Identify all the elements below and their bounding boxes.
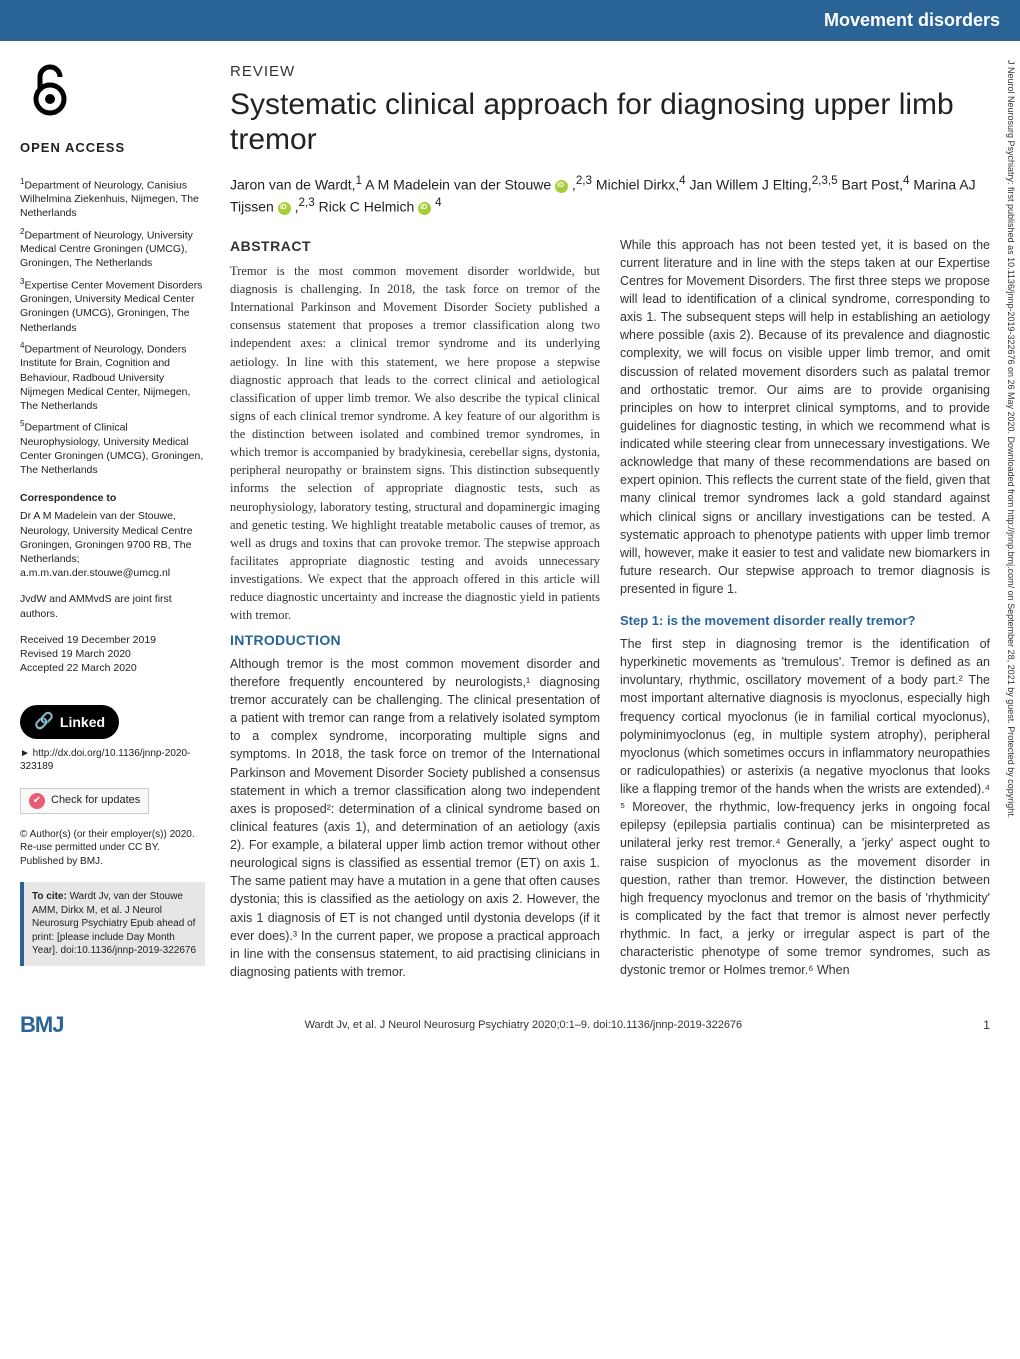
link-icon: 🔗 bbox=[34, 711, 54, 733]
main-column: REVIEW Systematic clinical approach for … bbox=[220, 61, 990, 981]
affiliations: 1Department of Neurology, Canisius Wilhe… bbox=[20, 177, 205, 478]
step1-heading: Step 1: is the movement disorder really … bbox=[620, 612, 990, 631]
body-columns: ABSTRACT Tremor is the most common movem… bbox=[230, 236, 990, 981]
affiliation-2: 2Department of Neurology, University Med… bbox=[20, 227, 205, 271]
linked-section: 🔗 Linked ► http://dx.doi.org/10.1136/jnn… bbox=[20, 705, 205, 774]
correspondence-text: Dr A M Madelein van der Stouwe, Neurolog… bbox=[20, 509, 205, 580]
orcid-icon[interactable] bbox=[278, 202, 291, 215]
introduction-heading: INTRODUCTION bbox=[230, 630, 600, 650]
affiliation-1: 1Department of Neurology, Canisius Wilhe… bbox=[20, 177, 205, 221]
openaccess-icon bbox=[20, 61, 205, 139]
step1-paragraph: The first step in diagnosing tremor is t… bbox=[620, 635, 990, 979]
affiliation-3: 3Expertise Center Movement Disorders Gro… bbox=[20, 277, 205, 335]
section-label: Movement disorders bbox=[824, 10, 1000, 30]
linked-badge: 🔗 Linked bbox=[20, 705, 119, 739]
section-header: Movement disorders bbox=[0, 0, 1020, 41]
download-notice: J Neurol Neurosurg Psychiatry: first pub… bbox=[998, 60, 1016, 1260]
footer-citation: Wardt Jv, et al. J Neurol Neurosurg Psyc… bbox=[305, 1018, 743, 1033]
correspondence-title: Correspondence to bbox=[20, 491, 205, 505]
openaccess-label: OPEN ACCESS bbox=[20, 140, 125, 155]
bookmark-icon: ✔ bbox=[29, 793, 45, 809]
linked-reference[interactable]: ► http://dx.doi.org/10.1136/jnnp-2020-32… bbox=[20, 747, 205, 774]
check-updates-label: Check for updates bbox=[51, 793, 140, 808]
citation-box: To cite: Wardt Jv, van der Stouwe AMM, D… bbox=[20, 882, 205, 966]
date-accepted: Accepted 22 March 2020 bbox=[20, 661, 205, 675]
author-list: Jaron van de Wardt,1 A M Madelein van de… bbox=[230, 173, 990, 218]
citebox-lead: To cite: bbox=[32, 891, 67, 902]
joint-authors-note: JvdW and AMMvdS are joint first authors. bbox=[20, 592, 205, 620]
correspondence-block: Correspondence to Dr A M Madelein van de… bbox=[20, 491, 205, 580]
affiliation-5: 5Department of Clinical Neurophysiology,… bbox=[20, 419, 205, 477]
date-revised: Revised 19 March 2020 bbox=[20, 647, 205, 661]
date-received: Received 19 December 2019 bbox=[20, 633, 205, 647]
affiliation-4: 4Department of Neurology, Donders Instit… bbox=[20, 341, 205, 413]
dates-block: Received 19 December 2019 Revised 19 Mar… bbox=[20, 633, 205, 676]
licence-text: © Author(s) (or their employer(s)) 2020.… bbox=[20, 828, 205, 869]
article-type: REVIEW bbox=[230, 61, 990, 82]
linked-label: Linked bbox=[60, 713, 105, 732]
left-column: OPEN ACCESS 1Department of Neurology, Ca… bbox=[20, 61, 220, 981]
abstract-heading: ABSTRACT bbox=[230, 236, 600, 256]
publisher-logo: BMJ bbox=[20, 1010, 63, 1041]
article-title: Systematic clinical approach for diagnos… bbox=[230, 88, 990, 157]
page-footer: BMJ Wardt Jv, et al. J Neurol Neurosurg … bbox=[0, 1001, 1020, 1051]
open-access-badge: OPEN ACCESS bbox=[20, 61, 205, 156]
orcid-icon[interactable] bbox=[418, 202, 431, 215]
page-number: 1 bbox=[983, 1017, 990, 1034]
page-content: OPEN ACCESS 1Department of Neurology, Ca… bbox=[0, 41, 1020, 1001]
check-updates-button[interactable]: ✔ Check for updates bbox=[20, 788, 149, 814]
intro-paragraph-1: Although tremor is the most common movem… bbox=[230, 655, 600, 981]
intro-paragraph-2: While this approach has not been tested … bbox=[620, 236, 990, 599]
orcid-icon[interactable] bbox=[555, 180, 568, 193]
abstract-text: Tremor is the most common movement disor… bbox=[230, 262, 600, 625]
